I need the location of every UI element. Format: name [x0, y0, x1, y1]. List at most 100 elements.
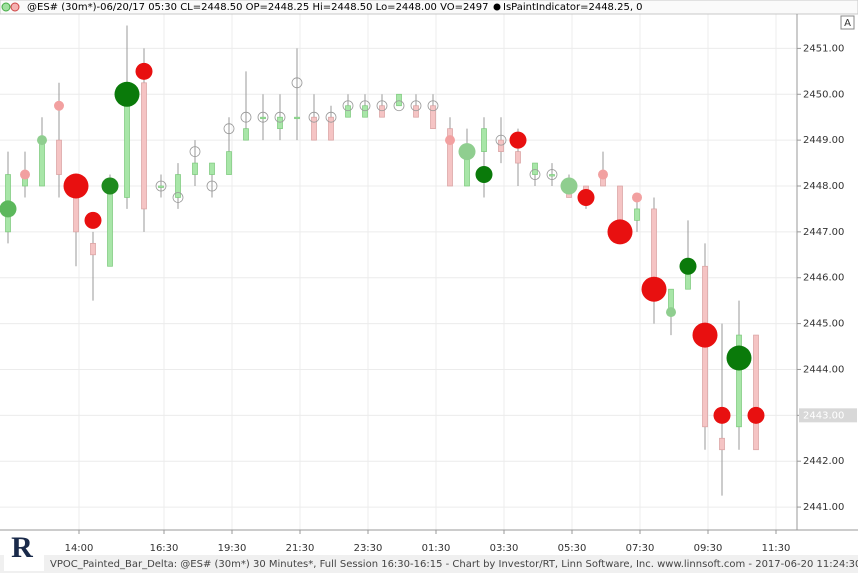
vpoc-dot: [114, 81, 140, 107]
header-bar: [0, 0, 858, 15]
candle-body: [736, 334, 742, 428]
vpoc-dot: [607, 219, 633, 245]
svg-text:R: R: [11, 531, 33, 564]
vpoc-dot: [458, 143, 476, 161]
candle-body: [430, 105, 436, 130]
candle-body: [56, 139, 62, 175]
vpoc-dot: [577, 188, 595, 206]
candle-body: [260, 116, 266, 120]
vpoc-dot: [410, 100, 422, 112]
candle-body: [447, 128, 453, 187]
candle-body: [328, 116, 334, 141]
y-tick-label: 2444.00: [803, 364, 844, 375]
plot: [0, 25, 765, 496]
footer-text: VPOC_Painted_Bar_Delta: @ES# (30m*) 30 M…: [50, 559, 858, 570]
vpoc-dot: [135, 62, 153, 80]
candle-body: [532, 162, 538, 175]
vpoc-dot: [54, 100, 64, 111]
vpoc-dot: [692, 322, 718, 348]
vpoc-dot: [598, 169, 608, 180]
vpoc-dot: [560, 177, 578, 195]
y-tick-label: 2447.00: [803, 227, 844, 238]
x-tick-label: 03:30: [490, 543, 519, 554]
footer-bar: [0, 555, 858, 573]
candle-body: [396, 93, 402, 107]
x-tick-label: 21:30: [286, 543, 315, 554]
indicator-text: IsPaintIndicator=2448.25, 0: [503, 2, 643, 13]
candle-body: [141, 82, 147, 210]
x-tick-label: 07:30: [626, 543, 655, 554]
vpoc-dot: [641, 276, 667, 302]
vpoc-dot: [632, 192, 642, 203]
vpoc-dot: [475, 166, 493, 184]
vpoc-dot: [393, 100, 405, 112]
candle-body: [311, 116, 317, 141]
candle-body: [549, 174, 555, 177]
candle-body: [753, 334, 759, 451]
logo: R: [4, 531, 44, 571]
candle-body: [226, 151, 232, 175]
vpoc-dot: [223, 123, 235, 135]
vpoc-dot: [376, 100, 388, 112]
candle-body: [175, 174, 181, 198]
vpoc-dot: [101, 177, 119, 195]
candle-body: [362, 105, 368, 118]
vpoc-dot: [666, 307, 676, 318]
vpoc-dot: [529, 169, 541, 180]
y-tick-label: 2442.00: [803, 456, 844, 467]
candle-body: [124, 93, 130, 198]
candle-body: [277, 116, 283, 130]
x-tick-label: 09:30: [694, 543, 723, 554]
price-marker: [799, 408, 857, 423]
vpoc-dot: [291, 77, 303, 89]
candle-body: [498, 139, 504, 152]
candle-body: [634, 208, 640, 221]
candle-body: [413, 105, 419, 118]
vpoc-dot: [679, 257, 697, 275]
candle-body: [515, 151, 521, 164]
candle-body: [243, 128, 249, 141]
vpoc-dot: [0, 200, 17, 218]
header-icon: [1, 2, 11, 12]
vpoc-dot: [84, 211, 102, 229]
header-text: @ES# (30m*)-06/20/17 05:30 CL=2448.50 OP…: [27, 2, 488, 13]
y-tick-label: 2449.00: [803, 135, 844, 146]
vpoc-dot: [359, 100, 371, 112]
vpoc-dot: [509, 131, 527, 149]
vpoc-dot: [713, 406, 731, 424]
y-tick-label: 2451.00: [803, 43, 844, 54]
x-tick-label: 01:30: [422, 543, 451, 554]
x-tick-label: 11:30: [762, 543, 791, 554]
x-tick-label: 14:00: [65, 543, 94, 554]
x-tick-label: 19:30: [218, 543, 247, 554]
vpoc-dot: [726, 345, 752, 371]
button-label[interactable]: A: [844, 18, 851, 29]
vpoc-dot: [240, 111, 252, 123]
x-tick-label: 16:30: [150, 543, 179, 554]
vpoc-dot: [747, 406, 765, 424]
candle-body: [107, 185, 113, 267]
y-tick-label: 2450.00: [803, 89, 844, 100]
vpoc-dot: [546, 169, 558, 180]
candle-body: [192, 162, 198, 175]
candle-body: [379, 105, 385, 118]
indicator-icon: [493, 3, 501, 11]
y-tick-label: 2446.00: [803, 273, 844, 284]
vpoc-dot: [445, 135, 455, 146]
vpoc-dot: [172, 192, 184, 203]
candle-body: [209, 162, 215, 175]
candle-body: [158, 185, 164, 188]
candle-body: [39, 139, 45, 187]
x-tick-label: 05:30: [558, 543, 587, 554]
vpoc-dot: [342, 100, 354, 112]
vpoc-dot: [495, 134, 507, 146]
vpoc-dot: [189, 146, 201, 158]
autoscale-button[interactable]: [840, 15, 855, 30]
x-tick-label: 23:30: [354, 543, 383, 554]
y-tick-label: 2448.00: [803, 181, 844, 192]
vpoc-dot: [325, 111, 337, 123]
y-tick-label: 2441.00: [803, 502, 844, 513]
candle-body: [719, 437, 725, 451]
vpoc-dot: [257, 111, 269, 123]
